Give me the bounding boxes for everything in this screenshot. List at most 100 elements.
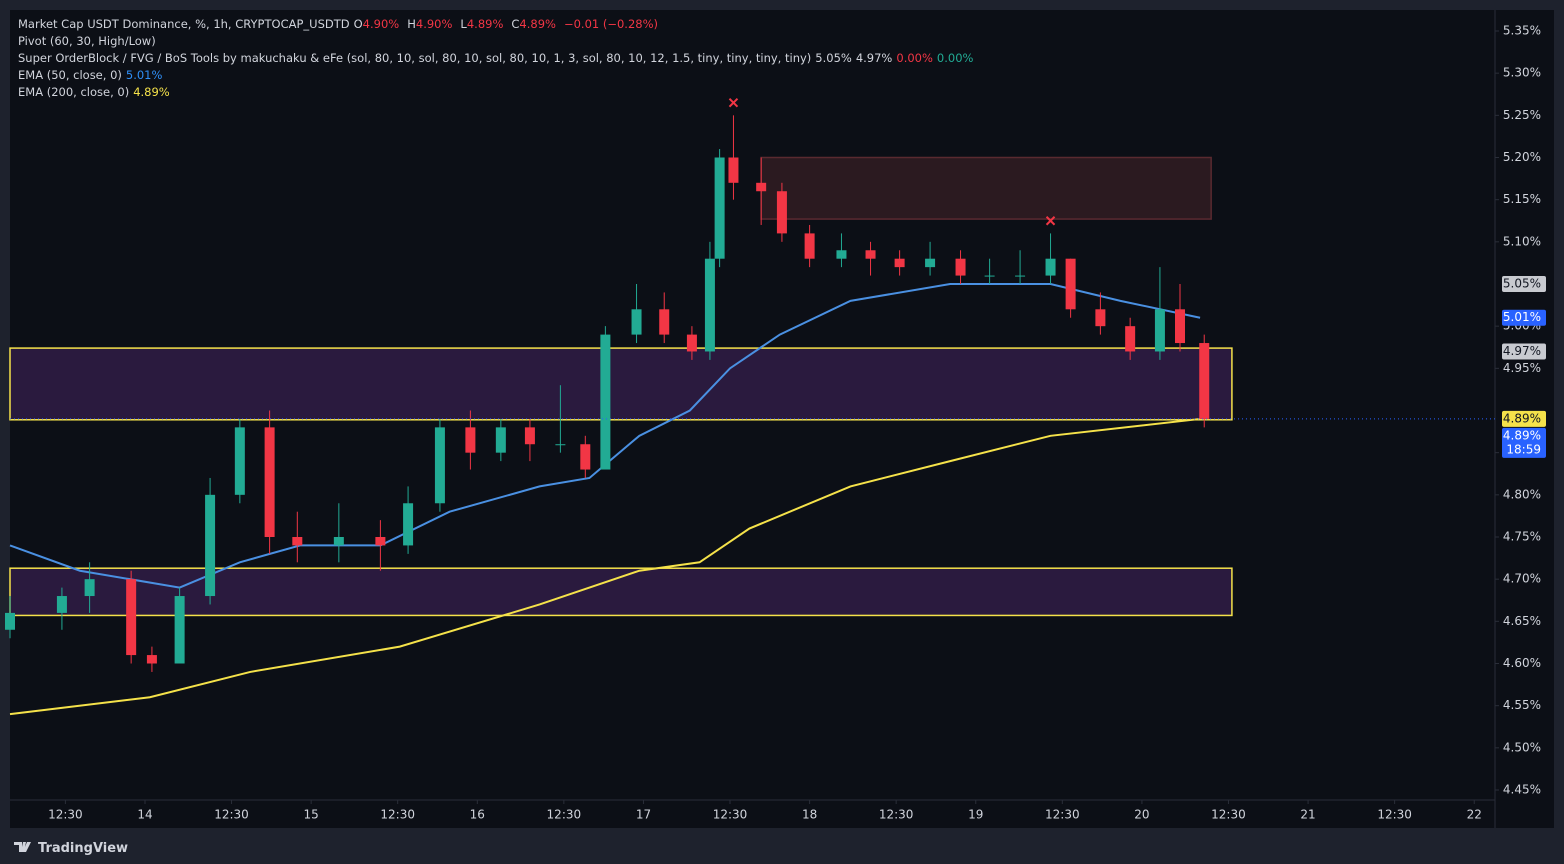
candle-body xyxy=(1125,326,1136,352)
value: 5.05% xyxy=(815,51,852,65)
value: 4.97% xyxy=(855,51,893,65)
x-tick-label: 18 xyxy=(802,808,817,822)
price-badge-label: 4.97% xyxy=(1503,344,1541,358)
candle-body xyxy=(174,596,185,664)
candle-body xyxy=(126,579,137,656)
y-tick-label: 4.65% xyxy=(1503,614,1541,628)
x-tick-label: 16 xyxy=(470,808,485,822)
value: 4.90% xyxy=(362,17,400,31)
footer-text: TradingView xyxy=(38,841,129,856)
candle-body xyxy=(205,494,216,597)
y-tick-label: 5.25% xyxy=(1503,108,1541,122)
y-tick-label: 5.15% xyxy=(1503,192,1541,206)
x-tick-label: 22 xyxy=(1467,808,1482,822)
candle-body xyxy=(776,191,787,234)
x-tick-label: 12:30 xyxy=(380,808,415,822)
y-tick-label: 4.60% xyxy=(1503,656,1541,670)
logo xyxy=(14,842,31,852)
price-badge-label: 5.01% xyxy=(1503,310,1541,324)
candle-body xyxy=(836,250,847,259)
value: 5.01% xyxy=(125,68,163,82)
candle-body xyxy=(495,427,506,453)
legend-o: O4.90% xyxy=(354,17,404,31)
legend-row: Market Cap USDT Dominance, %, 1h, CRYPTO… xyxy=(18,16,977,33)
candle-body xyxy=(804,233,815,259)
last-price-label: 4.89% xyxy=(1503,428,1541,442)
x-tick-label: 20 xyxy=(1134,808,1149,822)
legend-change: −0.01 (−0.28%) xyxy=(563,17,659,31)
value: 4.89% xyxy=(466,17,504,31)
candle-body xyxy=(403,503,414,546)
y-tick-label: 4.95% xyxy=(1503,361,1541,375)
value: 0.00% xyxy=(896,51,933,65)
candle-body xyxy=(925,258,936,268)
legend-h: H4.90% xyxy=(407,17,456,31)
y-tick-label: 5.20% xyxy=(1503,150,1541,164)
candle-body xyxy=(894,258,905,268)
candle-body xyxy=(1154,309,1165,352)
x-tick-label: 12:30 xyxy=(1211,808,1246,822)
legend-ema200: EMA (200, close, 0) xyxy=(18,85,130,99)
candle-body xyxy=(1199,343,1210,419)
candle-body xyxy=(704,258,715,352)
candle-body xyxy=(631,309,642,335)
candle-body xyxy=(434,427,445,504)
candle-body xyxy=(580,444,591,470)
candle-body xyxy=(84,579,95,597)
legend-title: Market Cap USDT Dominance, %, 1h, CRYPTO… xyxy=(18,17,350,31)
candle-body xyxy=(1065,258,1076,310)
candle-body xyxy=(264,427,275,537)
x-tick-label: 17 xyxy=(636,808,651,822)
y-tick-label: 4.45% xyxy=(1503,783,1541,797)
x-tick-label: 14 xyxy=(137,808,152,822)
value: 4.89% xyxy=(133,85,170,99)
value: 4.89% xyxy=(519,17,556,31)
candle-body xyxy=(984,275,995,277)
price-badge-label: 5.05% xyxy=(1503,277,1541,291)
candle-body xyxy=(1095,309,1106,327)
candle-body xyxy=(375,537,386,546)
price-badge-label: 4.89% xyxy=(1503,411,1541,425)
label: O xyxy=(353,17,363,31)
x-tick-label: 12:30 xyxy=(1045,808,1080,822)
candle-body xyxy=(56,596,67,613)
zone xyxy=(9,347,1233,421)
candle-body xyxy=(955,258,966,276)
y-tick-label: 5.30% xyxy=(1503,66,1541,80)
y-tick-label: 4.50% xyxy=(1503,740,1541,754)
x-tick-label: 12:30 xyxy=(879,808,914,822)
last-price-badge xyxy=(1502,427,1546,458)
candle-body xyxy=(1175,309,1185,344)
candle-body xyxy=(686,334,697,352)
legend-c: C4.89% xyxy=(511,17,560,31)
candle-body xyxy=(756,182,767,192)
price-badge xyxy=(1502,343,1546,360)
y-tick-label: 5.10% xyxy=(1503,234,1541,248)
legend-orderblock: Super OrderBlock / FVG / BoS Tools by ma… xyxy=(18,51,812,65)
x-tick-label: 12:30 xyxy=(48,808,83,822)
label: L xyxy=(460,17,467,31)
value: 4.90% xyxy=(415,17,453,31)
x-tick-label: 12:30 xyxy=(1377,808,1412,822)
candle-body xyxy=(1015,275,1026,277)
y-tick-label: 4.55% xyxy=(1503,698,1541,712)
y-tick-label: 4.75% xyxy=(1503,530,1541,544)
value: 0.00% xyxy=(936,51,974,65)
footer: TradingView xyxy=(14,838,128,856)
pivot-mark xyxy=(728,97,739,108)
candle-body xyxy=(865,250,876,259)
legend-row: EMA (200, close, 0) 4.89% xyxy=(18,84,977,101)
candle-body xyxy=(600,334,611,470)
candle-body xyxy=(1045,258,1056,276)
legend-row: Super OrderBlock / FVG / BoS Tools by ma… xyxy=(18,50,977,67)
countdown: 18:59 xyxy=(1506,442,1541,456)
candle-body xyxy=(659,309,670,335)
label: H xyxy=(407,17,416,31)
legend-ema50: EMA (50, close, 0) xyxy=(18,68,122,82)
y-tick-label: 4.80% xyxy=(1503,487,1541,501)
zone xyxy=(760,156,1212,220)
candle-body xyxy=(5,612,15,630)
legend-row: Pivot (60, 30, High/Low) xyxy=(18,33,977,50)
legend-row: EMA (50, close, 0) 5.01% xyxy=(18,67,977,84)
price-badge xyxy=(1502,410,1546,427)
